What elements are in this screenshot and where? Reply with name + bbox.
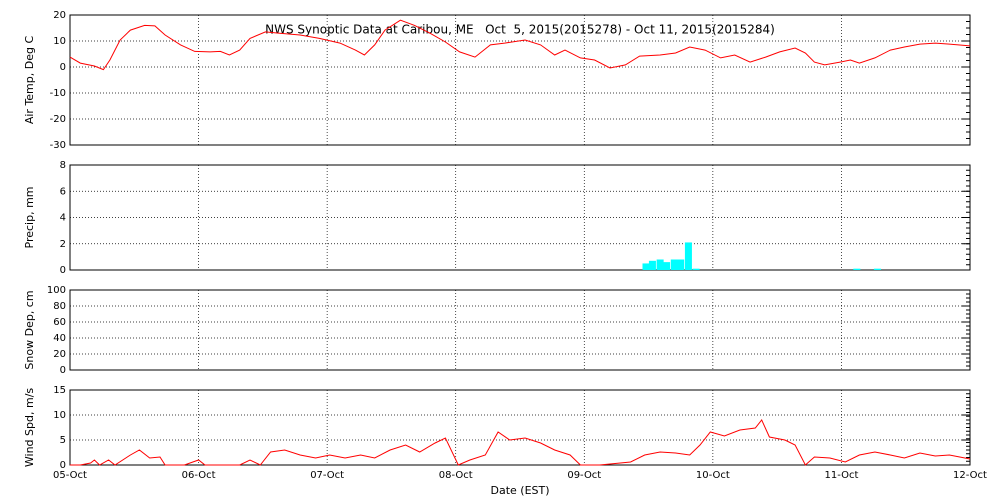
data-line bbox=[69, 19, 971, 71]
x-tick-label: 05-Oct bbox=[53, 470, 87, 481]
x-tick-label: 10-Oct bbox=[696, 470, 730, 481]
data-line bbox=[70, 419, 971, 466]
bar bbox=[677, 259, 685, 270]
plot-frame bbox=[69, 289, 971, 371]
bar bbox=[670, 259, 678, 270]
y-tick-label: 5 bbox=[60, 435, 66, 446]
plot-frame bbox=[69, 389, 971, 466]
bar bbox=[853, 268, 861, 270]
y-tick-label: 80 bbox=[53, 301, 66, 312]
x-axis-label: Date (EST) bbox=[490, 484, 549, 497]
y-tick-label: 2 bbox=[60, 239, 66, 250]
y-tick-label: -10 bbox=[50, 88, 66, 99]
bar bbox=[692, 268, 700, 270]
y-tick-label: 10 bbox=[53, 410, 66, 421]
y-tick-label: 8 bbox=[60, 160, 66, 171]
y-tick-label: 100 bbox=[47, 285, 66, 296]
y-tick-label: 0 bbox=[60, 62, 66, 73]
y-tick-label: 10 bbox=[53, 36, 66, 47]
y-axis-label: Precip, mm bbox=[23, 187, 36, 249]
y-tick-label: -30 bbox=[50, 140, 66, 151]
bar bbox=[648, 260, 656, 270]
bar bbox=[663, 262, 671, 270]
y-tick-label: 20 bbox=[53, 10, 66, 21]
x-tick-label: 12-Oct bbox=[953, 470, 987, 481]
y-tick-label: 40 bbox=[53, 333, 66, 344]
y-tick-label: 0 bbox=[60, 365, 66, 376]
y-tick-label: -20 bbox=[50, 114, 66, 125]
y-axis-label: Snow Dep, cm bbox=[23, 290, 36, 369]
y-tick-label: 20 bbox=[53, 349, 66, 360]
bar bbox=[873, 268, 881, 270]
x-tick-label: 06-Oct bbox=[182, 470, 216, 481]
y-tick-label: 0 bbox=[60, 460, 66, 471]
chart-title: NWS Synoptic Data at Caribou, ME Oct 5, … bbox=[265, 23, 775, 37]
bar bbox=[656, 259, 664, 270]
x-tick-label: 08-Oct bbox=[439, 470, 473, 481]
y-tick-label: 60 bbox=[53, 317, 66, 328]
y-tick-label: 4 bbox=[60, 213, 66, 224]
bar bbox=[642, 263, 650, 270]
bar bbox=[684, 242, 692, 270]
x-tick-label: 07-Oct bbox=[310, 470, 344, 481]
y-axis-label: Wind Spd, m/s bbox=[23, 388, 36, 468]
y-tick-label: 15 bbox=[53, 385, 66, 396]
y-tick-label: 6 bbox=[60, 186, 66, 197]
y-tick-label: 0 bbox=[60, 265, 66, 276]
x-tick-label: 09-Oct bbox=[567, 470, 601, 481]
y-axis-label: Air Temp, Deg C bbox=[23, 36, 36, 125]
x-tick-label: 11-Oct bbox=[824, 470, 858, 481]
